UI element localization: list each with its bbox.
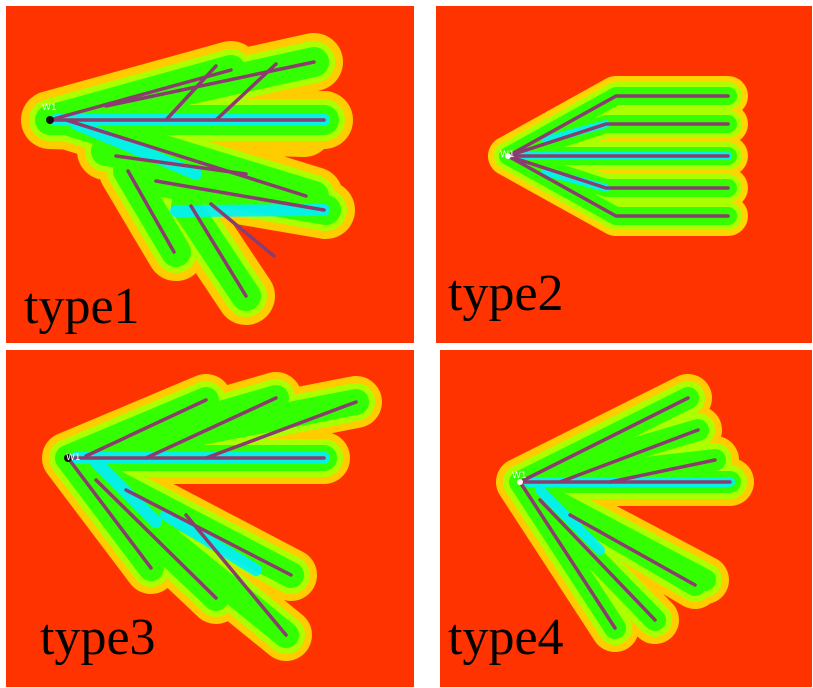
well-marker-type2: W1 bbox=[500, 150, 515, 160]
panel-type3: W1 type3 bbox=[6, 350, 414, 687]
fracture-map-type2: W1 bbox=[488, 76, 748, 236]
well-label-type1: W1 bbox=[42, 103, 57, 113]
panel-label-type1: type1 bbox=[24, 278, 140, 335]
well-label-type2: W1 bbox=[500, 150, 515, 160]
fracture-network-type2 bbox=[488, 76, 748, 236]
well-marker-type4: W1 bbox=[512, 471, 527, 485]
fracture-map-type1: W1 bbox=[21, 33, 355, 325]
well-label-type4: W1 bbox=[512, 471, 527, 481]
panel-label-type3: type3 bbox=[40, 609, 156, 666]
panel-label-type4: type4 bbox=[448, 609, 564, 666]
fracture-map-type3: W1 bbox=[42, 372, 382, 661]
well-marker-type3: W1 bbox=[64, 453, 81, 463]
panel-type2: W1 type2 bbox=[436, 6, 812, 343]
fracture-network-type3 bbox=[42, 372, 382, 661]
fracture-network-type1 bbox=[21, 33, 355, 325]
panel-label-type2: type2 bbox=[448, 265, 564, 322]
panel-type4: W1 type4 bbox=[440, 350, 812, 687]
well-label-type3: W1 bbox=[66, 453, 81, 463]
panel-type1: W1 type1 bbox=[6, 6, 414, 343]
fracture-network-type4 bbox=[496, 374, 754, 652]
well-marker-type1: W1 bbox=[42, 103, 57, 124]
fracture-map-type4: W1 bbox=[496, 374, 754, 652]
